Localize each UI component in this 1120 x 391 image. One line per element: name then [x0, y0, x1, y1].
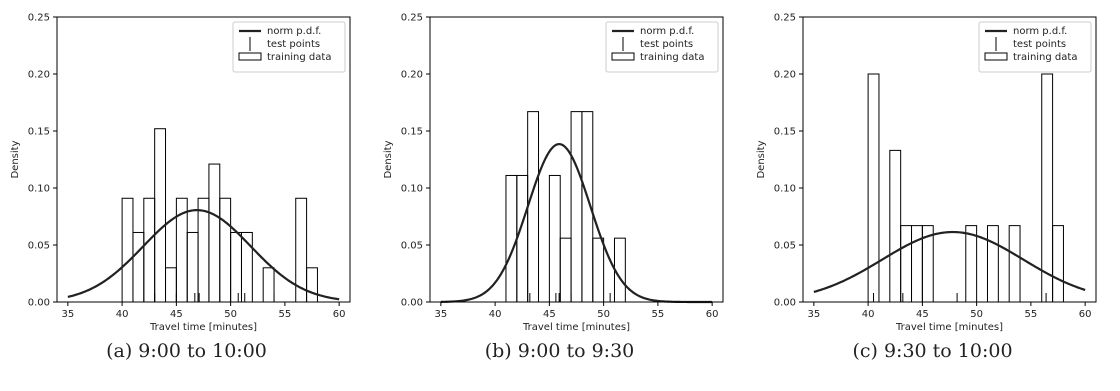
plot-frame	[802, 16, 1097, 303]
legend-rect-swatch	[238, 52, 262, 61]
chart-b: 35 40 45 50 55 60 0.00 0.05 0.10 0.15 0.20 0.25 Trav…	[383, 13, 724, 333]
y-tick-label: 0.15	[401, 127, 423, 138]
hist-bar	[143, 197, 156, 303]
legend-entry: test points	[1013, 39, 1066, 50]
legend-entry: norm p.d.f.	[1013, 26, 1067, 37]
x-tick-label: 40	[116, 309, 129, 320]
hist-bar	[889, 149, 902, 303]
legend-rect-swatch	[984, 52, 1008, 61]
y-axis-label: Density	[383, 140, 394, 178]
x-tick-label: 40	[862, 309, 875, 320]
y-tick-label: 0.00	[28, 298, 50, 309]
plot-frame	[56, 16, 351, 303]
hist-bar	[262, 267, 275, 303]
legend-entry: test points	[267, 39, 320, 50]
x-tick-label: 60	[706, 309, 719, 320]
caption-c: (c) 9:30 to 10:00	[852, 340, 1013, 362]
x-tick-label: 55	[1025, 309, 1038, 320]
chart-panel-c: 35 40 45 50 55 60 0.00 0.05 0.10 0.15 0.20 0.25 Trav…	[746, 0, 1119, 391]
hist-bar	[306, 267, 318, 303]
hist-bar	[570, 111, 583, 303]
legend-entry: norm p.d.f.	[640, 26, 694, 37]
x-tick-label: 50	[597, 309, 610, 320]
y-tick-label: 0.20	[401, 70, 423, 81]
hist-bar	[965, 225, 978, 303]
hist-bar	[592, 237, 605, 303]
norm-pdf-curve	[440, 142, 713, 304]
y-tick-label: 0.00	[401, 298, 423, 309]
hist-bar	[527, 111, 540, 303]
x-tick-label: 35	[807, 309, 820, 320]
y-tick-label: 0.10	[401, 184, 423, 195]
y-tick-label: 0.15	[28, 127, 50, 138]
y-tick-label: 0.25	[401, 13, 423, 24]
hist-bar	[132, 231, 145, 303]
y-tick-label: 0.05	[28, 241, 50, 252]
y-tick-label: 0.20	[28, 70, 50, 81]
y-tick-label: 0.00	[774, 298, 796, 309]
caption-b: (b) 9:00 to 9:30	[484, 340, 635, 362]
y-tick-label: 0.05	[401, 241, 423, 252]
chart-panel-b: 35 40 45 50 55 60 0.00 0.05 0.10 0.15 0.20 0.25 Trav…	[373, 0, 746, 391]
x-tick-label: 35	[434, 309, 447, 320]
legend-entry: training data	[640, 52, 704, 63]
y-tick-label: 0.15	[774, 127, 796, 138]
y-tick-label: 0.25	[774, 13, 796, 24]
hist-bar	[516, 174, 529, 303]
x-tick-label: 45	[916, 309, 929, 320]
hist-bar	[1041, 73, 1054, 303]
hist-bar	[986, 225, 999, 303]
hist-bar	[559, 237, 572, 303]
y-tick-label: 0.10	[28, 184, 50, 195]
x-tick-label: 55	[652, 309, 665, 320]
hist-bar	[154, 128, 167, 303]
x-tick-label: 50	[224, 309, 237, 320]
hist-bar	[1008, 225, 1021, 303]
y-tick-label: 0.05	[774, 241, 796, 252]
hist-bar	[548, 174, 561, 303]
hist-bar	[230, 231, 242, 303]
x-axis-label: Travel time [minutes]	[522, 322, 630, 333]
x-tick-label: 45	[543, 309, 556, 320]
norm-pdf-curve	[67, 209, 340, 301]
hist-bar	[505, 174, 518, 303]
chart-a: 35 40 45 50 55 60 0.00 0.05 0.10 0.15 0.20 0.25 Trav…	[10, 13, 351, 333]
hist-bar	[900, 225, 913, 303]
x-axis-label: Travel time [minutes]	[895, 322, 1003, 333]
hist-bar	[1052, 225, 1064, 303]
plot-frame	[429, 16, 724, 303]
chart-panel-a: 35 40 45 50 55 60 0.00 0.05 0.10 0.15 0.20 0.25 Trav…	[0, 0, 373, 391]
x-tick-label: 60	[333, 309, 346, 320]
legend-entry: test points	[640, 39, 693, 50]
y-tick-label: 0.10	[774, 184, 796, 195]
legend-entry: training data	[1013, 52, 1077, 63]
hist-bar	[186, 231, 199, 303]
y-tick-label: 0.25	[28, 13, 50, 24]
x-tick-label: 55	[279, 309, 292, 320]
x-tick-label: 35	[61, 309, 74, 320]
x-tick-label: 45	[170, 309, 183, 320]
y-axis-label: Density	[756, 140, 767, 178]
x-tick-label: 60	[1079, 309, 1092, 320]
norm-pdf-curve	[813, 230, 1086, 293]
hist-bar	[121, 197, 134, 303]
hist-bar	[165, 267, 177, 303]
legend-rect-swatch	[611, 52, 635, 61]
legend-entry: norm p.d.f.	[267, 26, 321, 37]
y-tick-label: 0.20	[774, 70, 796, 81]
hist-bar	[197, 197, 210, 303]
caption-a: (a) 9:00 to 10:00	[106, 340, 267, 362]
y-axis-label: Density	[10, 140, 21, 178]
hist-bar	[911, 225, 923, 303]
x-tick-label: 40	[489, 309, 502, 320]
legend-entry: training data	[267, 52, 331, 63]
hist-bar	[219, 197, 232, 303]
x-tick-label: 50	[970, 309, 983, 320]
hist-bar	[208, 163, 221, 303]
x-axis-label: Travel time [minutes]	[149, 322, 257, 333]
chart-c: 35 40 45 50 55 60 0.00 0.05 0.10 0.15 0.20 0.25 Trav…	[756, 13, 1097, 333]
